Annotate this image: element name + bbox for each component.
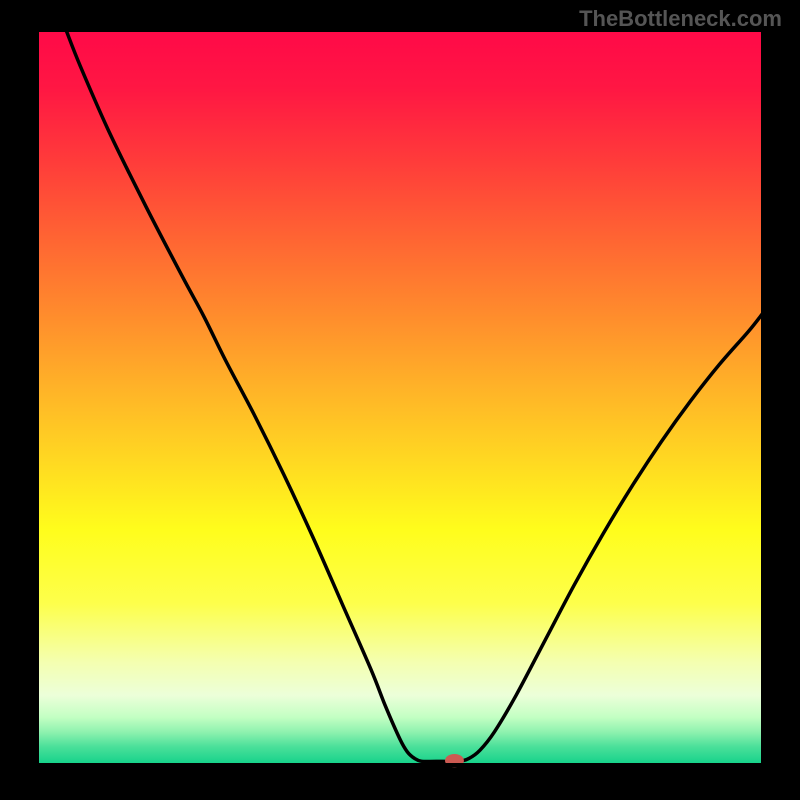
plot-area: [37, 30, 763, 767]
chart-container: TheBottleneck.com: [0, 0, 800, 800]
plot-background-gradient: [37, 30, 763, 765]
bottleneck-curve-chart: [0, 0, 800, 800]
attribution-watermark: TheBottleneck.com: [579, 6, 782, 32]
